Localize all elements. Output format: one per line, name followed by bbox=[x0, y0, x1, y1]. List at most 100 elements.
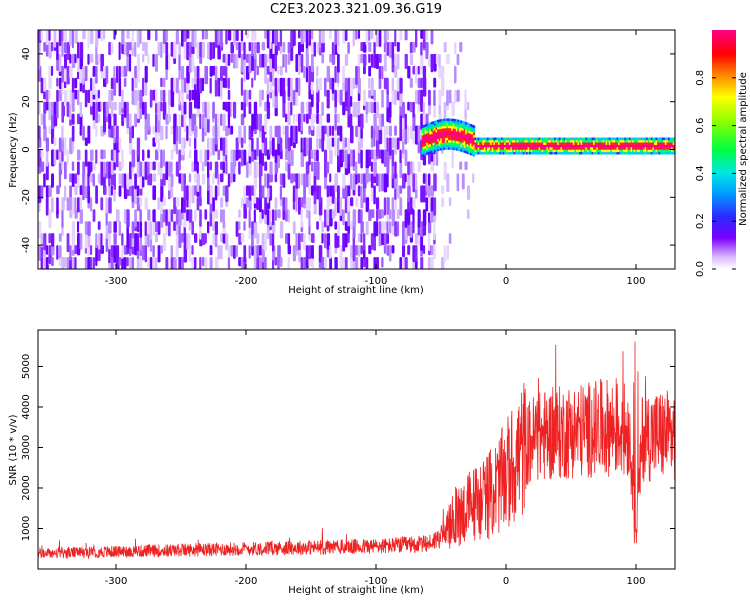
signal-track-cell bbox=[666, 142, 669, 145]
signal-track-cell bbox=[446, 142, 449, 145]
signal-track-cell bbox=[557, 149, 560, 153]
signal-track-cell bbox=[611, 147, 615, 150]
heatmap-cell bbox=[430, 197, 434, 212]
heatmap-cell bbox=[272, 89, 276, 108]
heatmap-cell bbox=[142, 161, 146, 177]
signal-track-cell bbox=[602, 144, 605, 148]
signal-track-cell bbox=[639, 151, 643, 155]
heatmap-cell bbox=[287, 149, 291, 165]
signal-track-cell bbox=[451, 130, 454, 134]
signal-track-cell bbox=[543, 151, 546, 155]
signal-track-cell bbox=[511, 142, 515, 145]
heatmap-cell bbox=[139, 161, 143, 177]
signal-track-cell bbox=[616, 149, 619, 153]
signal-track-cell bbox=[487, 139, 490, 143]
signal-track-cell bbox=[672, 147, 675, 150]
heatmap-cell bbox=[461, 173, 465, 190]
signal-track-cell bbox=[660, 137, 663, 141]
signal-track-cell bbox=[452, 133, 455, 136]
signal-track-cell bbox=[426, 128, 429, 131]
heatmap-cell bbox=[214, 113, 218, 132]
heatmap-cell bbox=[212, 101, 215, 119]
heatmap-cell bbox=[149, 257, 153, 269]
signal-track-cell bbox=[435, 136, 438, 140]
heatmap-cell bbox=[178, 53, 181, 71]
heatmap-cell bbox=[246, 197, 249, 208]
signal-track-cell bbox=[625, 149, 629, 153]
signal-track-cell bbox=[572, 147, 576, 150]
signal-track-cell bbox=[633, 149, 636, 153]
signal-track-cell bbox=[639, 139, 643, 143]
signal-track-cell bbox=[444, 137, 448, 141]
signal-track-cell bbox=[476, 139, 479, 143]
signal-track-cell bbox=[635, 137, 638, 141]
heatmap-cell bbox=[376, 209, 379, 222]
heatmap-cell bbox=[97, 30, 101, 39]
heatmap-cell bbox=[352, 209, 357, 227]
heatmap-cell bbox=[248, 53, 252, 73]
signal-track-cell bbox=[465, 143, 468, 147]
heatmap-cell bbox=[160, 77, 163, 88]
signal-track-cell bbox=[443, 142, 446, 146]
heatmap-cell bbox=[253, 221, 258, 239]
colorbar-tick-label: 0.0 bbox=[695, 261, 706, 277]
signal-track-cell bbox=[521, 149, 524, 153]
heatmap-cell bbox=[337, 53, 340, 73]
heatmap-cell bbox=[178, 257, 182, 269]
heatmap-cell bbox=[152, 221, 156, 236]
signal-track-cell bbox=[550, 144, 554, 148]
signal-track-cell bbox=[432, 140, 435, 143]
signal-track-cell bbox=[582, 147, 585, 150]
heatmap-cell bbox=[417, 77, 421, 89]
heatmap-cell bbox=[355, 101, 359, 118]
heatmap-cell bbox=[334, 137, 337, 157]
signal-track-cell bbox=[589, 139, 593, 143]
signal-track-cell bbox=[597, 149, 600, 153]
heatmap-cell bbox=[196, 77, 200, 93]
heatmap-cell bbox=[97, 101, 102, 112]
signal-track-cell bbox=[430, 143, 434, 146]
heatmap-cell bbox=[71, 125, 75, 142]
heatmap-cell bbox=[240, 101, 244, 111]
signal-track-cell bbox=[543, 147, 546, 150]
signal-track-cell bbox=[644, 151, 647, 155]
signal-track-cell bbox=[538, 147, 541, 150]
signal-track-cell bbox=[588, 139, 591, 143]
signal-track-cell bbox=[502, 149, 505, 153]
heatmap-cell bbox=[147, 30, 151, 41]
signal-track-cell bbox=[583, 142, 586, 145]
heatmap-cell bbox=[240, 197, 243, 208]
signal-track-cell bbox=[444, 135, 448, 138]
signal-track-cell bbox=[485, 151, 488, 155]
signal-track-cell bbox=[619, 139, 622, 143]
heatmap-cell bbox=[58, 53, 62, 72]
signal-track-cell bbox=[625, 144, 629, 148]
signal-track-cell bbox=[649, 151, 652, 155]
signal-track-cell bbox=[574, 137, 577, 141]
heatmap-cell bbox=[420, 30, 424, 39]
heatmap-cell bbox=[113, 233, 117, 245]
heatmap-cell bbox=[422, 209, 427, 226]
signal-track-cell bbox=[444, 123, 448, 126]
heatmap-cell bbox=[64, 89, 68, 107]
heatmap-cell bbox=[357, 173, 360, 184]
signal-track-cell bbox=[480, 139, 483, 143]
heatmap-cell bbox=[97, 233, 101, 250]
signal-track-cell bbox=[510, 139, 513, 143]
signal-track-cell bbox=[522, 149, 526, 153]
signal-track-cell bbox=[516, 139, 519, 143]
signal-track-cell bbox=[451, 128, 454, 131]
signal-track-cell bbox=[571, 137, 574, 141]
signal-track-cell bbox=[655, 139, 658, 143]
signal-track-cell bbox=[515, 137, 518, 141]
signal-track-cell bbox=[426, 149, 429, 153]
heatmap-cell bbox=[370, 149, 374, 160]
signal-track-cell bbox=[585, 142, 588, 145]
heatmap-cell bbox=[295, 53, 299, 72]
heatmap-cell bbox=[269, 137, 273, 155]
signal-track-cell bbox=[649, 142, 652, 145]
heatmap-cell bbox=[113, 65, 116, 80]
signal-track-cell bbox=[621, 142, 624, 145]
heatmap-cell bbox=[300, 197, 304, 208]
